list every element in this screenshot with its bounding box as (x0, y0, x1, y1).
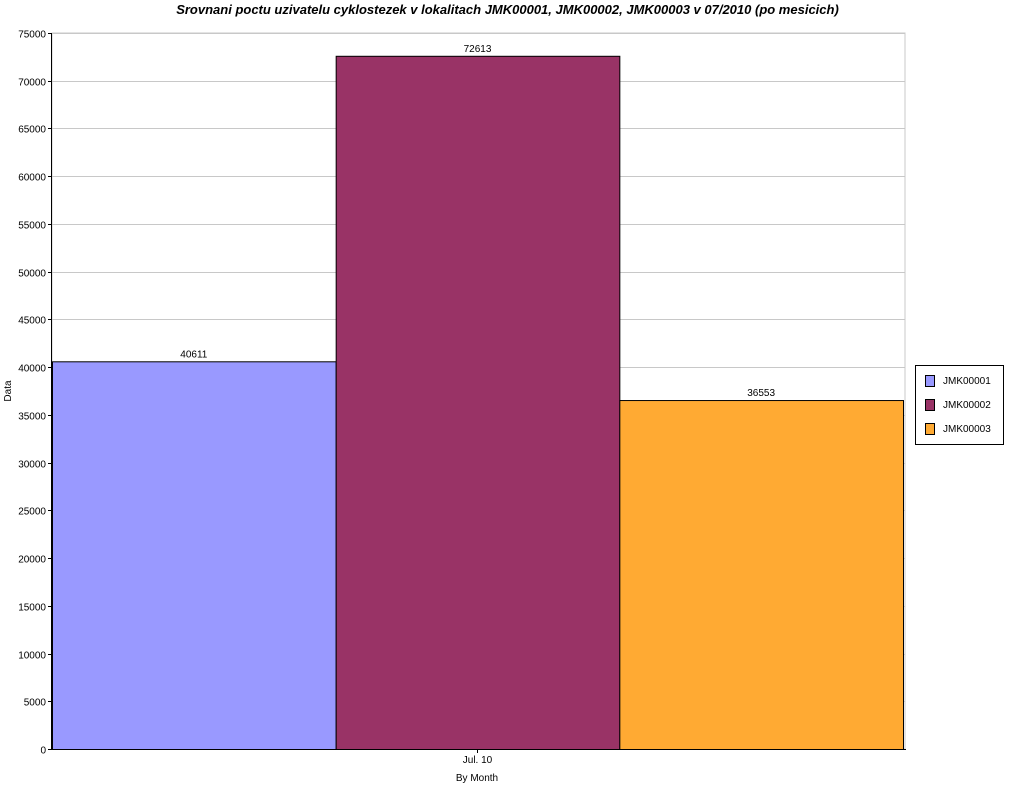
y-axis-label: Data (3, 380, 14, 402)
bars: 40611 72613 36553 (52, 44, 904, 750)
y-tick-label: 75000 (18, 30, 46, 41)
y-tick-label: 5000 (24, 698, 47, 709)
y-tick-label: 60000 (18, 173, 46, 184)
y-tick-label: 40000 (18, 364, 46, 375)
y-tick-label: 55000 (18, 221, 46, 232)
y-tick-label: 30000 (18, 460, 46, 471)
bar-JMK00003 (619, 400, 904, 750)
y-tick-label: 35000 (18, 412, 46, 423)
legend-swatch (925, 375, 935, 387)
y-tick-label: 20000 (18, 555, 46, 566)
y-tick-label: 15000 (18, 603, 46, 614)
bar-JMK00001 (52, 361, 337, 750)
x-axis-label: By Month (456, 773, 498, 784)
y-tick-label: 70000 (18, 78, 46, 89)
bar-JMK00002 (335, 55, 621, 750)
legend: JMK00001 JMK00002 JMK00003 (915, 365, 1004, 445)
legend-swatch (925, 423, 935, 435)
data-label: 36553 (747, 388, 775, 399)
y-tick-label: 50000 (18, 269, 46, 280)
legend-swatch (925, 399, 935, 411)
y-tick-label: 65000 (18, 125, 46, 136)
legend-item: JMK00002 (925, 398, 991, 412)
legend-item: JMK00001 (925, 374, 991, 388)
chart-title: Srovnani poctu uzivatelu cyklostezek v l… (176, 2, 839, 17)
legend-label: JMK00003 (943, 423, 991, 435)
legend-label: JMK00002 (943, 399, 991, 411)
axes: 0 5000 10000 15000 20000 25000 30000 35000 40000… (18, 30, 906, 766)
data-label: 40611 (180, 349, 208, 360)
legend-item: JMK00003 (925, 422, 991, 436)
legend-label: JMK00001 (943, 375, 991, 387)
y-tick-label: 25000 (18, 507, 46, 518)
y-tick-label: 45000 (18, 316, 46, 327)
y-tick-label: 10000 (18, 651, 46, 662)
y-tick-label: 0 (40, 746, 46, 757)
x-tick-label: Jul. 10 (463, 755, 493, 766)
data-label: 72613 (464, 44, 492, 55)
